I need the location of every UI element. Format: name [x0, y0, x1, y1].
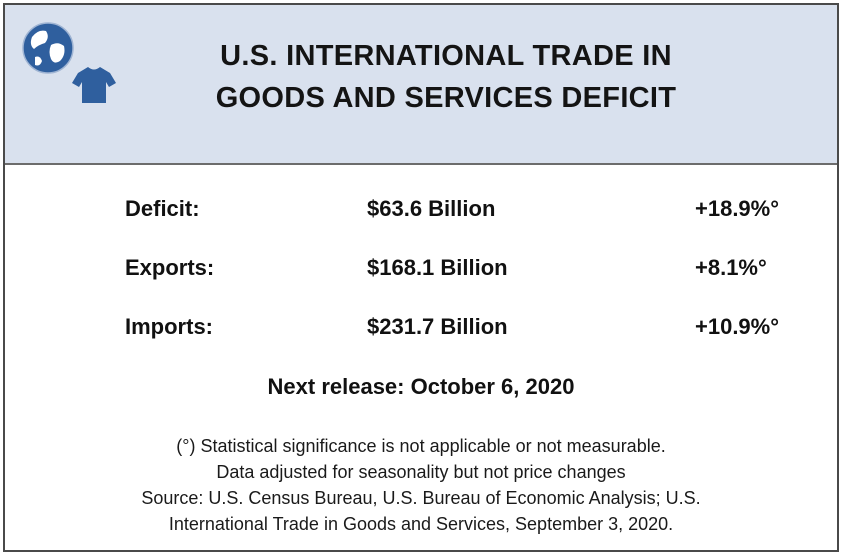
- exports-value: $168.1 Billion: [367, 255, 508, 280]
- deficit-change: +18.9%°: [695, 196, 780, 221]
- next-release: Next release: October 6, 2020: [267, 374, 575, 399]
- footnotes: (°) Statistical significance is not appl…: [5, 433, 837, 537]
- footnote-adjustment: Data adjusted for seasonality but not pr…: [216, 462, 626, 482]
- trade-deficit-card: U.S. INTERNATIONAL TRADE IN GOODS AND SE…: [3, 3, 839, 552]
- deficit-row: Deficit: $63.6 Billion +18.9%°: [5, 191, 837, 227]
- deficit-label: Deficit:: [125, 196, 200, 221]
- deficit-value: $63.6 Billion: [367, 196, 496, 221]
- exports-label: Exports:: [125, 255, 215, 280]
- shirt-icon: [72, 67, 116, 103]
- exports-row: Exports: $168.1 Billion +8.1%°: [5, 250, 837, 286]
- imports-row: Imports: $231.7 Billion +10.9%°: [5, 309, 837, 345]
- footnote-source-2: International Trade in Goods and Service…: [168, 514, 674, 534]
- imports-change: +10.9%°: [695, 314, 780, 339]
- title-line-2: GOODS AND SERVICES DEFICIT: [215, 82, 677, 114]
- title-line-1: U.S. INTERNATIONAL TRADE IN: [220, 40, 672, 72]
- globe-icon: [22, 22, 74, 74]
- imports-value: $231.7 Billion: [367, 314, 508, 339]
- footnote-significance: (°) Statistical significance is not appl…: [176, 436, 666, 456]
- footnote-source-1: Source: U.S. Census Bureau, U.S. Bureau …: [141, 488, 701, 508]
- imports-label: Imports:: [125, 314, 213, 339]
- exports-change: +8.1%°: [695, 255, 767, 280]
- page-title: U.S. INTERNATIONAL TRADE IN GOODS AND SE…: [115, 35, 777, 119]
- header-band: U.S. INTERNATIONAL TRADE IN GOODS AND SE…: [5, 5, 837, 165]
- trade-logo: [22, 22, 116, 103]
